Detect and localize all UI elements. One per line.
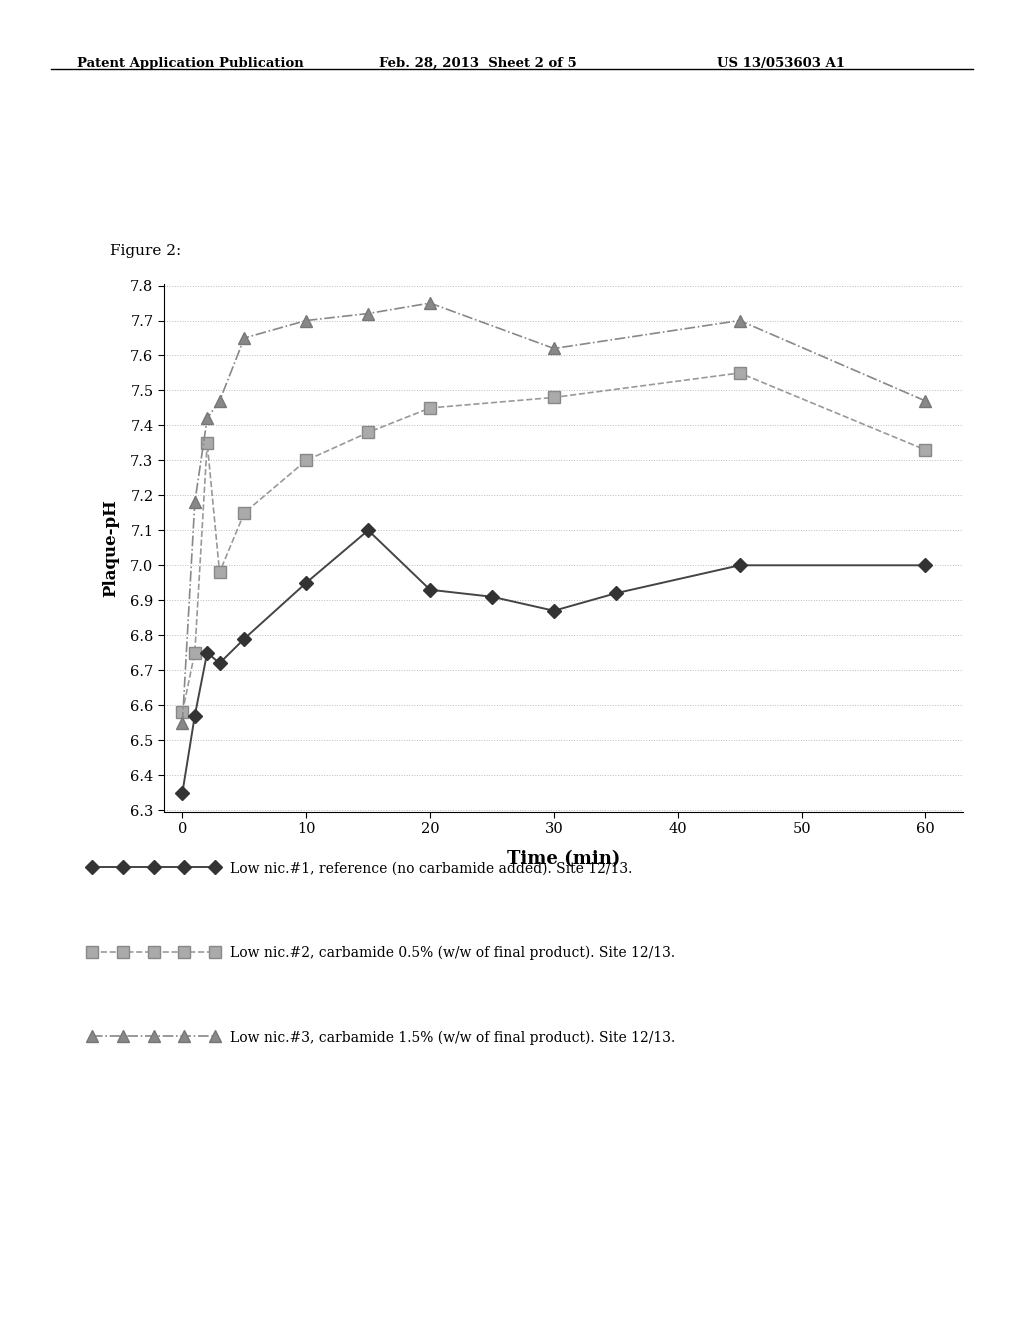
- Y-axis label: Plaque-pH: Plaque-pH: [102, 499, 119, 597]
- Text: Feb. 28, 2013  Sheet 2 of 5: Feb. 28, 2013 Sheet 2 of 5: [379, 57, 577, 70]
- Text: Low nic.#3, carbamide 1.5% (w/w of final product). Site 12/13.: Low nic.#3, carbamide 1.5% (w/w of final…: [230, 1031, 676, 1044]
- Text: Low nic.#1, reference (no carbamide added). Site 12/13.: Low nic.#1, reference (no carbamide adde…: [230, 862, 633, 875]
- Text: Patent Application Publication: Patent Application Publication: [77, 57, 303, 70]
- Text: US 13/053603 A1: US 13/053603 A1: [717, 57, 845, 70]
- X-axis label: Time (min): Time (min): [507, 850, 620, 869]
- Text: Low nic.#2, carbamide 0.5% (w/w of final product). Site 12/13.: Low nic.#2, carbamide 0.5% (w/w of final…: [230, 946, 676, 960]
- Text: Figure 2:: Figure 2:: [110, 244, 181, 259]
